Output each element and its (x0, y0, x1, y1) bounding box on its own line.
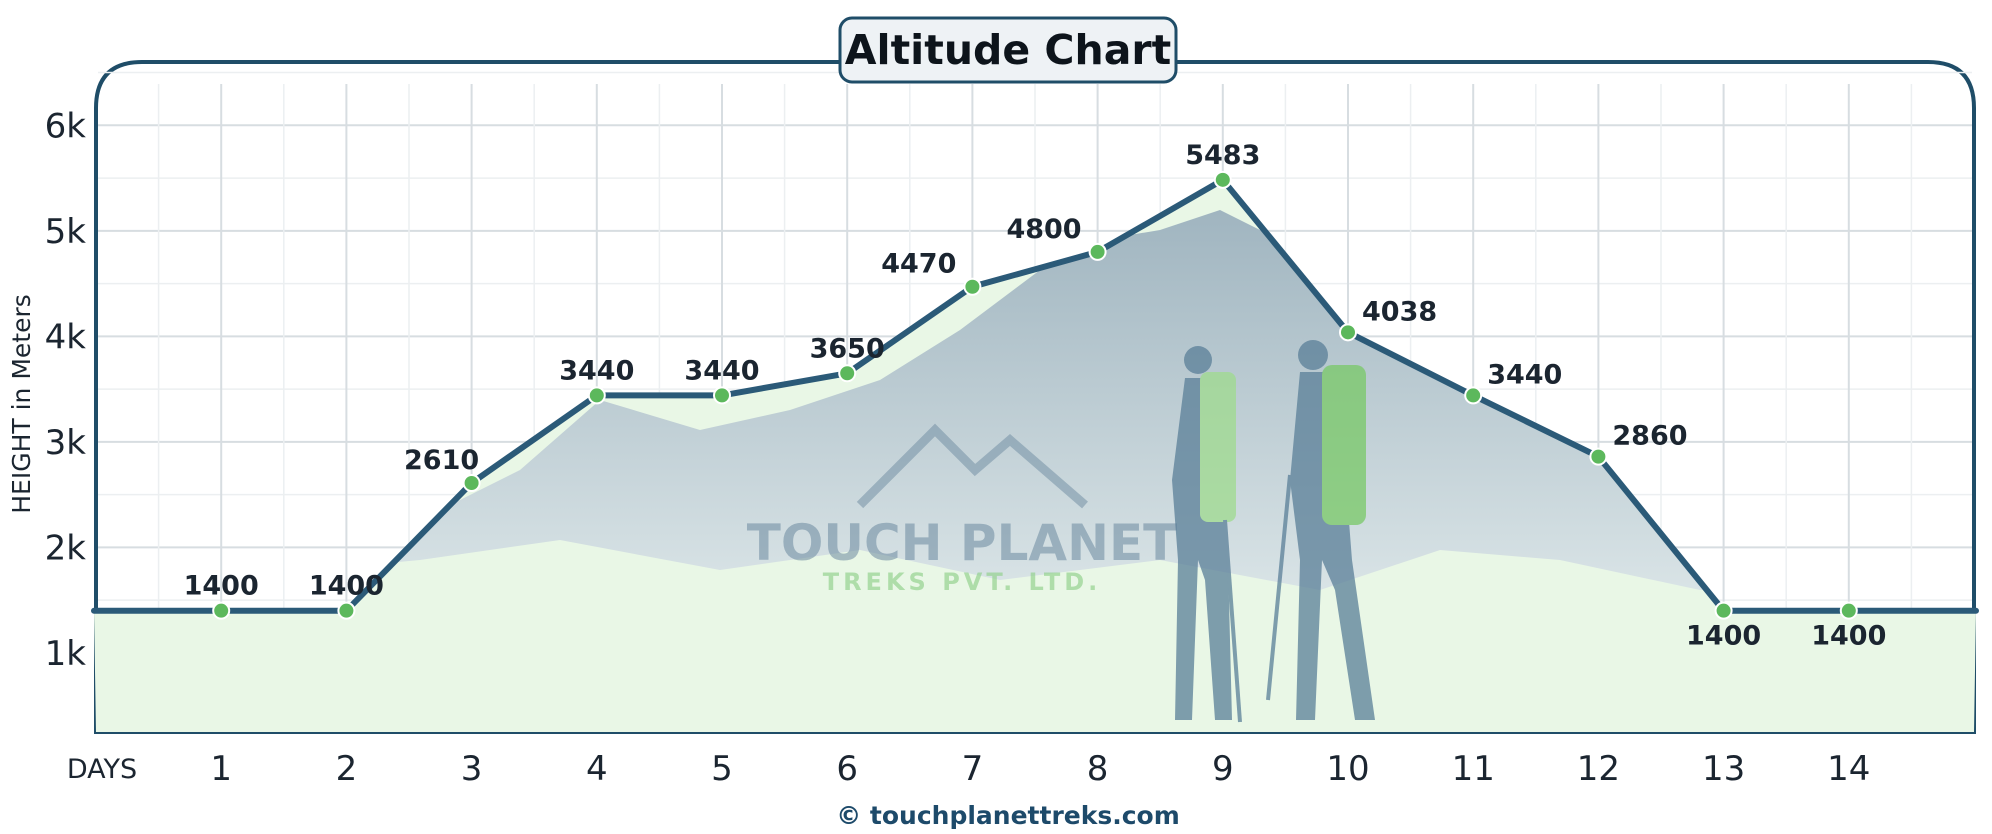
data-point-marker (1839, 601, 1858, 620)
markers-group (212, 170, 1858, 620)
title-box (838, 16, 1178, 84)
x-tick-label: 6 (836, 749, 858, 789)
x-tick-label: 8 (1087, 749, 1109, 789)
x-tick-label: 13 (1702, 749, 1745, 789)
x-tick-label: 1 (210, 749, 232, 789)
y-tick-label: 4k (45, 317, 87, 357)
data-point-marker (212, 601, 231, 620)
data-point-marker (963, 277, 982, 296)
data-label: 3440 (1487, 359, 1562, 390)
x-tick-label: 3 (461, 749, 483, 789)
data-point-marker (1339, 323, 1357, 342)
x-tick-labels-group: 1 2 3 4 5 6 7 8 9 10 11 12 13 14 (210, 749, 1870, 789)
y-tick-labels-group: 1k 2k 3k 4k 5k 6k (45, 106, 87, 674)
data-point-marker (1213, 170, 1232, 189)
watermark-subtitle: TREKS PVT. LTD. (823, 568, 1102, 596)
data-label: 1400 (1811, 621, 1886, 652)
x-tick-label: 5 (711, 749, 733, 789)
data-label: 1400 (184, 571, 259, 602)
x-tick-label: 12 (1577, 749, 1620, 789)
x-tick-label: 9 (1212, 749, 1234, 789)
y-tick-label: 1k (45, 634, 87, 674)
data-label: 4800 (1006, 214, 1081, 245)
data-label: 1400 (1686, 621, 1761, 652)
hikers-illustration (1172, 340, 1375, 723)
chart-title: Altitude Chart (845, 26, 1171, 74)
altitude-line (91, 176, 1979, 614)
data-label: 3650 (810, 333, 885, 364)
data-point-marker (1589, 447, 1608, 466)
y-tick-label: 6k (45, 106, 87, 146)
y-tick-label: 3k (45, 423, 87, 463)
data-point-marker (462, 473, 481, 492)
data-label: 5483 (1185, 140, 1260, 171)
y-axis-label: HEIGHT in Meters (7, 294, 36, 514)
data-label: 4470 (881, 249, 956, 280)
data-label: 3440 (684, 355, 759, 386)
data-label: 4038 (1362, 296, 1437, 327)
watermark: TOUCH PLANET TREKS PVT. LTD. (747, 423, 1177, 596)
x-axis-label: DAYS (67, 754, 137, 785)
data-point-marker (1714, 601, 1733, 620)
footer-credit: © touchplanettreks.com (836, 801, 1180, 830)
data-label: 3440 (559, 355, 634, 386)
data-point-marker (838, 364, 857, 383)
x-tick-label: 14 (1827, 749, 1870, 789)
data-point-marker (337, 601, 356, 620)
data-label: 1400 (309, 571, 384, 602)
data-point-marker (1464, 386, 1483, 405)
y-tick-label: 5k (45, 212, 87, 252)
x-tick-label: 4 (586, 749, 608, 789)
data-point-marker (587, 386, 606, 405)
data-label: 2610 (404, 445, 479, 476)
x-tick-label: 11 (1452, 749, 1495, 789)
data-point-marker (713, 386, 731, 405)
y-tick-label: 2k (45, 528, 87, 568)
data-labels-group: 1400 1400 2610 3440 3440 3650 4470 4800 5483 4038… (184, 140, 1887, 652)
x-tick-label: 7 (962, 749, 984, 789)
hiker-right-icon (1266, 340, 1375, 720)
series-line-group (91, 176, 1979, 614)
x-tick-label: 10 (1326, 749, 1369, 789)
data-label: 2860 (1612, 421, 1687, 452)
data-point-marker (1088, 242, 1107, 261)
watermark-brand: TOUCH PLANET (747, 514, 1177, 572)
hiker-left-icon (1172, 346, 1242, 723)
logo-mountain-icon (856, 423, 1088, 509)
x-tick-label: 2 (336, 749, 358, 789)
